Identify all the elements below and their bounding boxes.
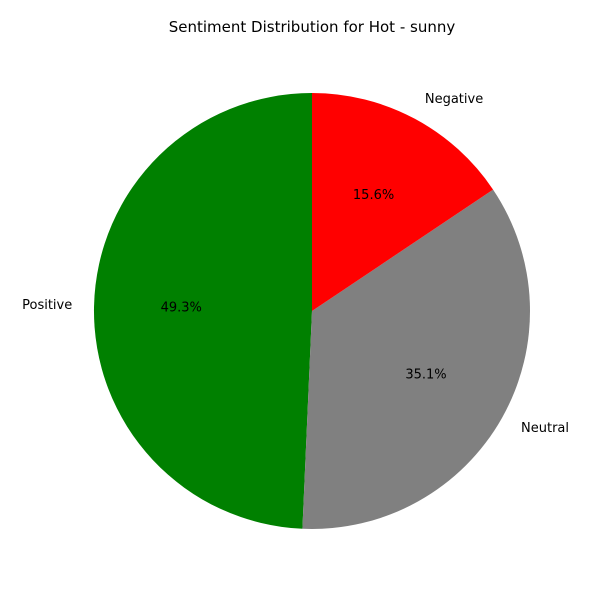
pie-slice-neutral <box>302 189 531 530</box>
pct-label-positive: 49.3% <box>161 301 202 316</box>
slice-label-positive: Positive <box>22 298 72 313</box>
pct-label-neutral: 35.1% <box>405 368 446 383</box>
pie-slice-negative <box>312 93 494 311</box>
pie-labels: Positive 49.3% Neutral 35.1% Negative 15.6% <box>22 92 569 436</box>
pct-label-negative: 15.6% <box>353 188 394 203</box>
pie-slice-positive <box>93 93 312 529</box>
pie-slices <box>93 93 531 530</box>
chart-title: Sentiment Distribution for Hot - sunny <box>169 18 456 36</box>
slice-label-neutral: Neutral <box>521 421 569 436</box>
slice-label-negative: Negative <box>425 92 483 107</box>
